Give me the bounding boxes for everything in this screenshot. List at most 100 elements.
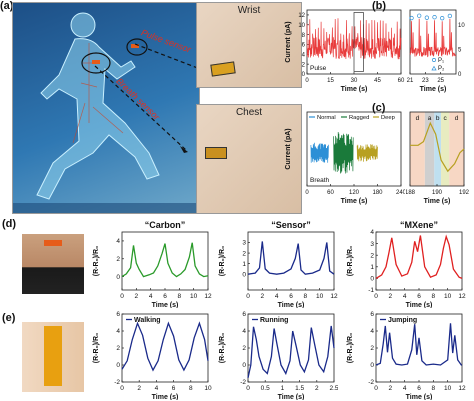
wrist-label: Wrist <box>237 5 261 16</box>
chart-title: Walking <box>134 317 161 324</box>
plot-frame <box>409 9 457 75</box>
series-line <box>375 234 463 280</box>
x-tick-label: 4 <box>403 293 407 300</box>
plot-frame <box>121 313 209 383</box>
x-tick-label: 30 <box>351 78 358 84</box>
x-tick-label: 0.5 <box>261 385 270 392</box>
chart-title: “MXene” <box>400 220 438 230</box>
x-tick-label: 60 <box>398 78 405 84</box>
y-tick-label: 2 <box>242 345 246 352</box>
neck-photo <box>22 234 84 294</box>
x-tick-label: 12 <box>458 385 466 392</box>
series-line <box>409 18 457 58</box>
x-tick-label: 15 <box>327 78 334 84</box>
x-tick-label: 2 <box>261 293 265 300</box>
panel-label-b: (b) <box>372 0 387 12</box>
x-tick-label: 10 <box>204 385 212 392</box>
chart-title: Jumping <box>388 317 417 324</box>
y-tick-label: -2 <box>114 379 120 386</box>
x-tick-label: 60 <box>327 190 334 196</box>
x-axis-label: Time (s) <box>406 394 433 400</box>
series-line <box>247 325 335 378</box>
x-tick-label: 4 <box>155 385 159 392</box>
series-label: Breath <box>310 177 330 184</box>
y-axis-label: (R-R₀)/R₀ <box>347 333 354 363</box>
chart-breath: 0 60 120 180 240 Time (s) Current (pA) Normal Ra… <box>285 111 405 205</box>
y-tick-label: 10 <box>298 23 305 29</box>
y-tick-label: -2 <box>240 379 246 386</box>
y-axis-label: (R-R₀)/R₀ <box>219 246 226 276</box>
x-axis-label: Time (s) <box>152 302 179 308</box>
y-tick-label: 12 <box>298 13 305 19</box>
arm-photo <box>22 322 84 392</box>
y-axis-label: Current (pA) <box>285 128 292 169</box>
x-tick-label: 188 <box>406 190 416 196</box>
x-tick-label: 10 <box>316 293 324 300</box>
y-tick-label: 0 <box>116 274 120 281</box>
x-axis-label: Time (s) <box>278 302 305 308</box>
x-tick-label: 6 <box>172 385 176 392</box>
series-line <box>333 131 354 174</box>
y-tick-label: 4 <box>370 328 374 335</box>
x-tick-label: 45 <box>374 78 381 84</box>
chart-pulse-zoom: 21 23 25 Time (s) 0 5 10 P₁ P₂ <box>407 9 465 93</box>
x-tick-label: 0 <box>305 190 309 196</box>
y-tick-label: 2 <box>116 345 120 352</box>
y-tick-label: 10 <box>458 23 465 29</box>
chart-title: “Sensor” <box>271 220 311 230</box>
y-tick-label: 1 <box>242 261 246 268</box>
x-tick-label: 12 <box>330 293 338 300</box>
legend-marker <box>431 65 437 71</box>
legend-label: P₂ <box>438 66 445 72</box>
legend-label: Normal <box>317 115 336 121</box>
y-tick-label: 0 <box>370 276 374 283</box>
series-line <box>410 121 465 173</box>
y-tick-label: 4 <box>116 328 120 335</box>
wrist-photo: Wrist <box>196 2 302 88</box>
panel-label-a: (a) <box>0 0 14 12</box>
series-line <box>121 321 209 372</box>
x-tick-label: 0 <box>120 293 124 300</box>
peak-marker <box>409 15 414 21</box>
series-line <box>375 323 462 366</box>
y-tick-label: 0 <box>370 362 374 369</box>
chest-photo: Chest <box>196 104 302 214</box>
x-tick-label: 2 <box>315 385 319 392</box>
x-tick-label: 4 <box>403 385 407 392</box>
y-tick-label: 0 <box>242 362 246 369</box>
x-tick-label: 240 <box>396 190 405 196</box>
panel-label-d: (d) <box>2 218 17 230</box>
peak-marker <box>432 15 437 20</box>
legend-label: P₁ <box>438 58 444 64</box>
x-tick-label: 23 <box>422 78 429 84</box>
series-line <box>356 144 378 162</box>
x-tick-label: 120 <box>349 190 360 196</box>
sensor-patch <box>210 61 236 77</box>
y-axis-label: (R-R₀)/R₀ <box>93 333 100 363</box>
chart-title: “Carbon” <box>145 220 186 230</box>
x-tick-label: 2 <box>135 293 139 300</box>
region-label: c <box>443 115 447 122</box>
panel-label-c: (c) <box>372 102 386 114</box>
x-tick-label: 8 <box>432 385 436 392</box>
legend-marker <box>432 58 436 62</box>
x-tick-label: 6 <box>163 293 167 300</box>
x-tick-label: 2 <box>137 385 141 392</box>
x-tick-label: 8 <box>432 293 436 300</box>
y-tick-label: -2 <box>368 379 374 386</box>
region-label: d <box>416 115 420 122</box>
runner-illustration <box>12 2 200 214</box>
region-band <box>441 112 450 186</box>
region-label: b <box>436 115 440 122</box>
x-tick-label: 25 <box>437 78 444 84</box>
legend-label: Ragged <box>349 115 369 121</box>
legend-label: Deep <box>381 115 395 121</box>
x-tick-label: 8 <box>189 385 193 392</box>
y-tick-label: 4 <box>116 238 120 245</box>
y-tick-label: 2 <box>116 256 120 263</box>
y-tick-label: 2 <box>370 252 374 259</box>
x-tick-label: 6 <box>417 385 421 392</box>
